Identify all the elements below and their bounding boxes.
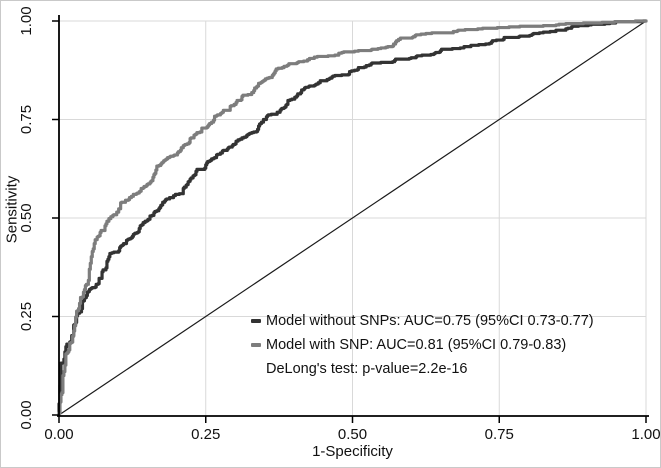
axes [52,15,649,423]
reference-diagonal-line [58,20,647,416]
legend-marker-model-with-snp [251,343,261,347]
legend-item-model-without-snps: Model without SNPs: AUC=0.75 (95%CI 0.73… [251,309,594,333]
legend-marker-model-without-snps [251,319,261,323]
legend: Model without SNPs: AUC=0.75 (95%CI 0.73… [251,309,594,381]
legend-item-model-with-snp: Model with SNP: AUC=0.81 (95%CI 0.79-0.8… [251,333,594,357]
roc-curve-model-without-snps [57,19,648,417]
y-tick-label: 0.75 [18,105,35,134]
x-axis-title: 1-Specificity [312,443,393,460]
x-tick-label: 0.50 [338,426,367,443]
y-tick-label: 0.25 [18,302,35,331]
delong-test-annotation: DeLong's test: p-value=2.2e-16 [266,361,468,377]
x-tick-label: 0.75 [485,426,514,443]
roc-curves [57,19,648,417]
chance-diagonal [58,20,647,416]
legend-label-model-with-snp: Model with SNP: AUC=0.81 (95%CI 0.79-0.8… [266,337,567,353]
y-tick-label: 1.00 [18,6,35,35]
y-axis-title: Sensitivity [3,175,21,244]
y-tick-label: 0.00 [18,400,35,429]
roc-curve-model-with-snp [57,19,648,417]
x-tick-label: 0.25 [191,426,220,443]
x-tick-label: 0.00 [44,426,73,443]
y-tick-label: 0.50 [18,203,35,232]
legend-item-delong-test: DeLong's test: p-value=2.2e-16 [251,357,594,381]
x-tick-label: 1.00 [631,426,660,443]
legend-label-model-without-snps: Model without SNPs: AUC=0.75 (95%CI 0.73… [266,313,594,329]
tick-labels: 0.00 0.25 0.50 0.75 1.00 0.00 0.25 0.50 0.75 1.00 [18,6,660,443]
